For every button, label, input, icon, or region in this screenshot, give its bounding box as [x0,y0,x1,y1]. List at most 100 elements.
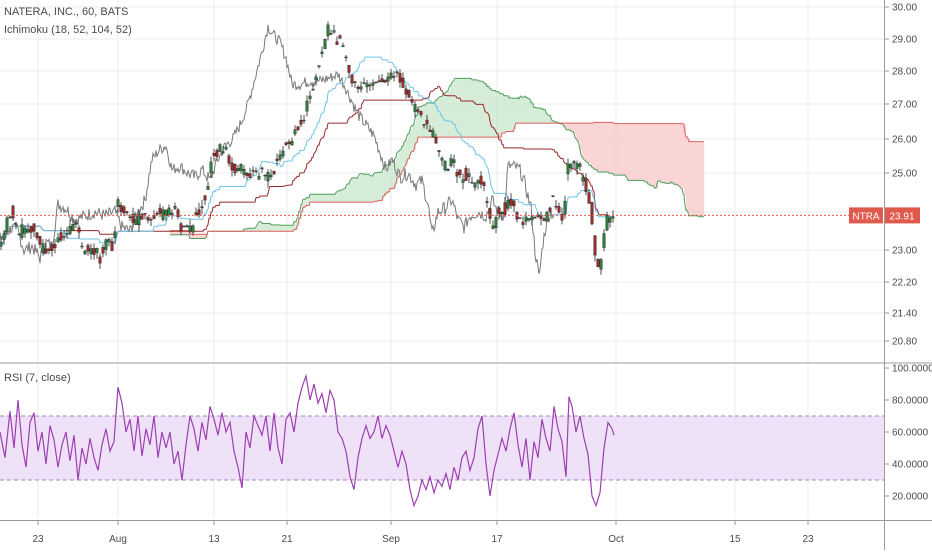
cloud-slice [494,90,497,138]
candle-body [485,201,489,203]
candle-body [29,226,33,233]
candle-body [251,169,255,172]
cloud-slice [256,226,259,232]
cloud-slice [696,141,699,217]
cloud-slice [268,223,271,232]
candle-body [65,233,69,235]
cloud-slice [348,184,351,203]
candle-body [53,244,57,249]
cloud-slice [642,123,645,181]
cloud-slice [674,123,677,185]
cloud-slice [392,161,395,190]
cloud-slice [186,230,189,236]
candles [0,21,615,275]
candle-body [182,225,186,228]
candle-body [2,233,6,240]
cloud-slice [682,123,685,190]
candle-body [509,198,513,206]
cloud-slice [552,120,555,124]
cloud-slice [478,80,481,138]
candle-body [476,180,480,184]
cloud-slice [432,102,435,138]
candle-body [311,88,315,91]
cloud-slice [624,123,627,176]
cloud-slice [396,157,399,184]
cloud-slice [520,96,523,124]
cloud-slice [312,194,315,203]
rsi-tick-label: 100.0000 [892,364,932,375]
cloud-slice [528,98,531,124]
candle-body [0,241,3,247]
cloud-slice [436,99,439,138]
cloud-slice [524,96,527,124]
candle-body [602,233,606,248]
cloud-slice [278,224,281,232]
candle-body [20,224,24,238]
candle-body [395,71,399,74]
cloud-slice [522,97,525,124]
candle-body [173,206,177,209]
cloud-slice [244,229,247,232]
candle-body [227,155,231,164]
cloud-slice [452,82,455,138]
time-tick-label: Oct [608,534,624,545]
cloud-slice [266,223,269,232]
candle-body [206,186,210,190]
cloud-slice [702,141,705,218]
cloud-slice [602,122,605,173]
price-tick-label: 21.40 [892,309,917,320]
cloud-slice [634,123,637,181]
candle-body [374,81,378,84]
cloud-slice [574,123,577,134]
cloud-slice [456,78,459,138]
cloud-slice [284,225,287,232]
cloud-slice [690,141,693,217]
cloud-slice [246,229,249,232]
cloud-slice [636,123,639,181]
cloud-slice [282,225,285,232]
candle-body [587,192,591,204]
cloud-slice [326,194,329,203]
cloud-slice [370,175,373,203]
price-tick-label: 22.20 [892,278,917,289]
cloud-slice [480,81,483,138]
cloud-slice [324,194,327,203]
candle-body [491,225,495,229]
cloud-slice [362,173,365,203]
cloud-slice [604,122,607,173]
cloud-slice [662,123,665,183]
candle-body [245,172,249,176]
base-line [0,85,614,247]
price-tick-label: 25.00 [892,169,917,180]
cloud-slice [580,123,583,151]
cloud-slice [322,194,325,203]
candle-body [518,217,522,219]
cloud-slice [408,133,411,160]
candle-body [338,35,342,39]
candle-body [443,160,447,171]
price-tick-label: 27.00 [892,100,917,111]
candle-body [254,170,258,173]
cloud-slice [612,122,615,174]
cloud-slice [182,230,185,236]
candle-body [500,212,504,214]
candle-body [158,207,162,214]
candle-body [236,168,240,171]
candle-body [380,78,384,83]
candle-body [440,157,444,161]
cloud-slice [448,90,451,138]
candle-body [593,235,597,256]
cloud-slice [422,106,425,138]
candle-body [47,248,51,251]
candle-body [188,225,192,232]
cloud-slice [198,234,201,240]
cloud-slice [430,102,433,138]
cloud-slice [544,109,547,124]
cloud-slice [458,78,461,138]
candle-body [35,232,39,239]
cloud-slice [548,115,551,124]
cloud-slice [616,123,619,176]
candle-body [131,213,135,223]
